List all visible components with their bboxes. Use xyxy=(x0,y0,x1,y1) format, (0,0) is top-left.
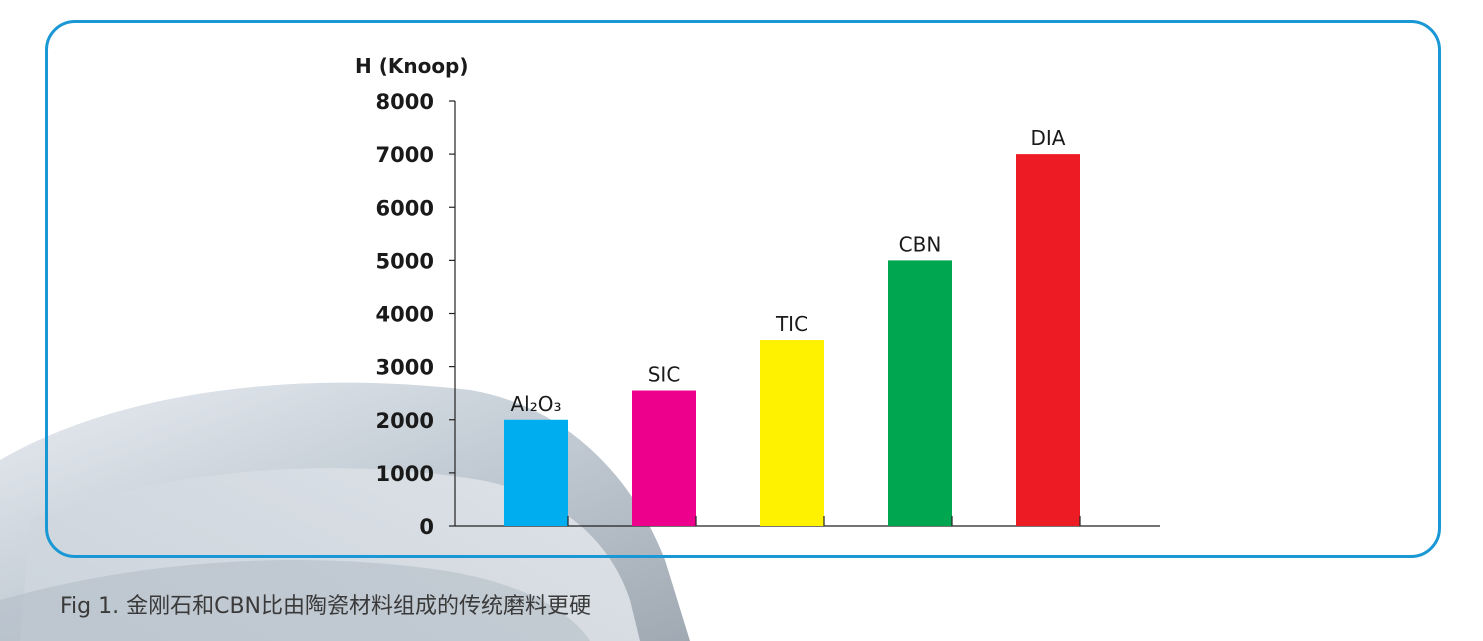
y-tick-label: 4000 xyxy=(376,303,434,327)
y-tick-label: 0 xyxy=(419,515,434,539)
y-ticks: 0 1000 2000 3000 4000 5000 6000 7000 8000 xyxy=(376,90,455,539)
y-tick-label: 3000 xyxy=(376,356,434,380)
bar-label: DIA xyxy=(1031,126,1066,150)
figure-caption: Fig 1. 金刚石和CBN比由陶瓷材料组成的传统磨料更硬 xyxy=(60,594,592,619)
bar-labels: Al₂O₃ SIC TIC CBN DIA xyxy=(510,126,1065,416)
y-tick-label: 5000 xyxy=(376,249,434,273)
y-tick-label: 7000 xyxy=(376,143,434,167)
bar xyxy=(1016,154,1080,526)
bar xyxy=(760,340,824,526)
bar xyxy=(504,419,568,526)
y-axis-title: H (Knoop) xyxy=(355,54,469,78)
y-tick-label: 1000 xyxy=(376,462,434,486)
bar-label: CBN xyxy=(899,232,942,256)
bar xyxy=(632,390,696,526)
bar-label: Al₂O₃ xyxy=(510,392,561,416)
chart-frame xyxy=(45,20,1441,558)
bars xyxy=(504,154,1081,526)
y-tick-label: 2000 xyxy=(376,409,434,433)
y-tick-label: 8000 xyxy=(376,90,434,114)
y-tick-label: 6000 xyxy=(376,196,434,220)
bar xyxy=(888,260,952,526)
bar-label: TIC xyxy=(775,312,808,336)
bar-label: SIC xyxy=(648,363,681,387)
